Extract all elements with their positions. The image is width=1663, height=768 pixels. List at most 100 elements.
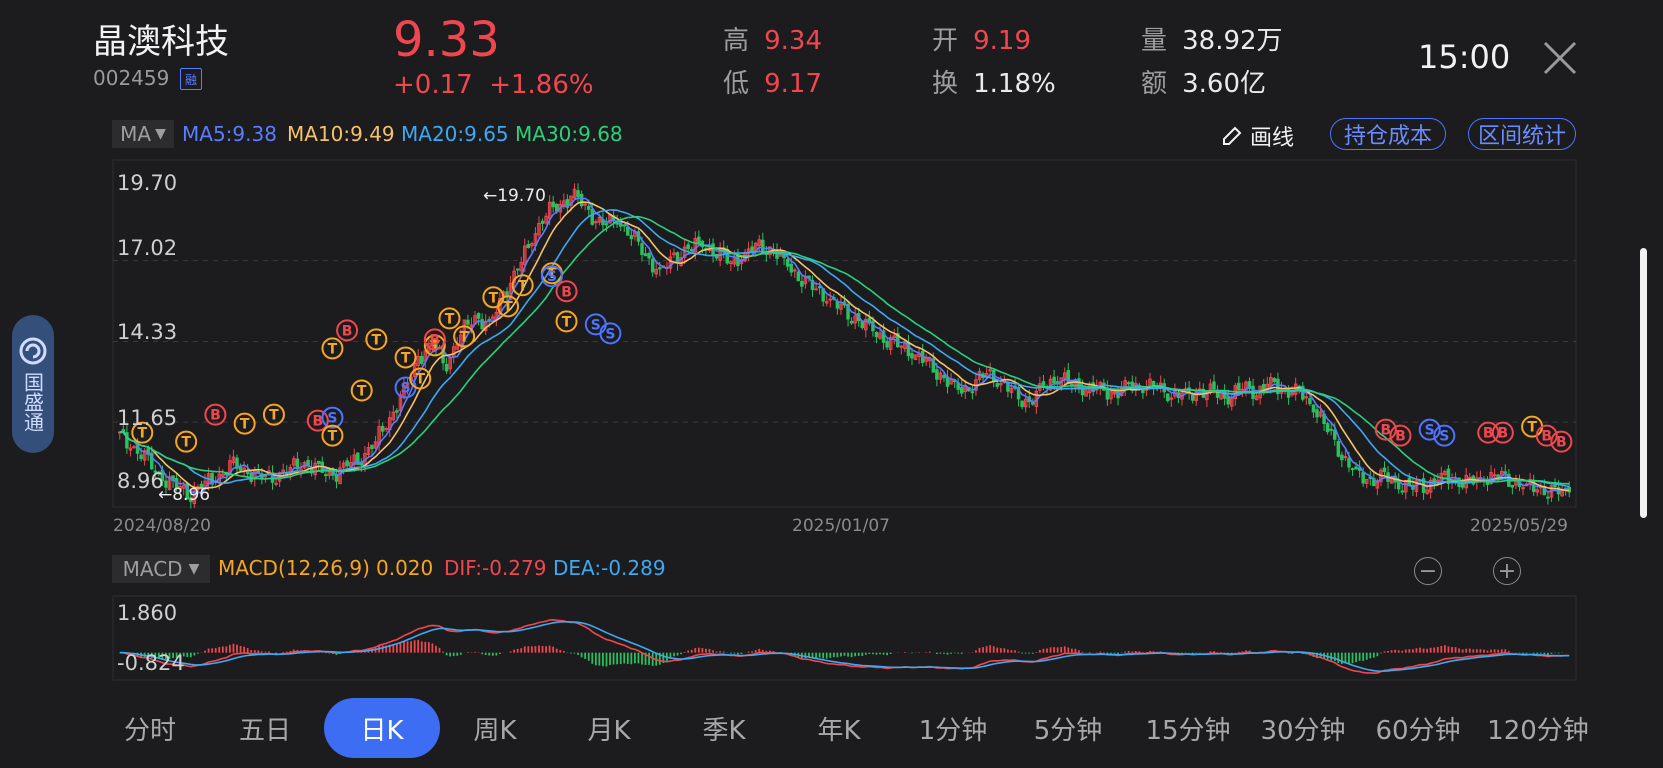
candle-body xyxy=(1084,390,1088,397)
candle-body xyxy=(1546,496,1550,499)
tab-15min[interactable]: 15分钟 xyxy=(1145,715,1231,746)
marker-circle xyxy=(233,412,256,435)
trade-marker: T xyxy=(423,334,446,357)
trade-marker: S xyxy=(540,265,563,288)
stock-name: 晶澳科技 xyxy=(93,22,229,62)
candle-body xyxy=(203,480,207,489)
x-date-label: 2025/01/07 xyxy=(792,516,890,536)
candle-body xyxy=(1016,387,1021,400)
candle-body xyxy=(594,221,598,224)
candle-body xyxy=(682,246,687,258)
candle-body xyxy=(1436,479,1440,483)
tab-1min[interactable]: 1分钟 xyxy=(918,715,988,746)
candle-body xyxy=(530,242,534,247)
candle-body xyxy=(444,363,449,372)
tab-daily-k[interactable]: 日K xyxy=(324,698,440,758)
price-change: +0.17 +1.86% xyxy=(393,70,594,100)
quote-label: 开 xyxy=(932,26,959,56)
trade-marker: T xyxy=(453,325,476,348)
marker-circle xyxy=(321,406,344,429)
candle-body xyxy=(1329,428,1333,431)
marker-label: S xyxy=(591,317,601,333)
zoom-in-button[interactable]: + xyxy=(1493,557,1521,585)
position-cost-button[interactable]: 持仓成本 xyxy=(1330,118,1446,150)
range-stats-button[interactable]: 区间统计 xyxy=(1468,118,1576,150)
candle-body xyxy=(746,248,751,255)
trade-marker: T xyxy=(321,424,344,447)
tab-quarterly-k[interactable]: 季K xyxy=(702,715,746,746)
marker-circle xyxy=(306,409,329,432)
trade-marker: B xyxy=(1389,424,1412,447)
marker-circle xyxy=(365,328,388,351)
draw-line-button[interactable]: 画线 xyxy=(1220,120,1294,152)
trade-marker: T xyxy=(438,307,461,330)
side-tab-label: 国盛通 xyxy=(20,372,45,432)
candle-body xyxy=(817,286,822,289)
tab-five-day[interactable]: 五日 xyxy=(238,715,291,746)
quote-value: 3.60亿 xyxy=(1182,69,1267,99)
marker-label: B xyxy=(430,332,441,348)
tab-60min[interactable]: 60分钟 xyxy=(1375,715,1461,746)
marker-circle xyxy=(131,421,154,444)
candle-body xyxy=(579,193,584,207)
candle-body xyxy=(562,200,566,208)
macd-indicator-select[interactable]: MACD ▼ xyxy=(112,555,210,583)
candle-body xyxy=(1141,389,1145,393)
zoom-out-button[interactable]: − xyxy=(1414,557,1442,585)
tab-yearly-k[interactable]: 年K xyxy=(817,715,861,746)
candle-body xyxy=(519,261,523,272)
candle-body xyxy=(892,335,896,339)
trade-marker: B xyxy=(1535,424,1558,447)
ma-indicator-select[interactable]: MA ▼ xyxy=(112,120,174,148)
trade-marker: T xyxy=(233,412,256,435)
candle-body xyxy=(1468,476,1472,479)
marker-label: T xyxy=(401,350,411,366)
tab-5min[interactable]: 5分钟 xyxy=(1033,715,1103,746)
candle-body xyxy=(1333,429,1337,440)
marker-label: T xyxy=(240,417,250,433)
candle-body xyxy=(999,382,1003,386)
candle-body xyxy=(373,441,378,449)
marker-label: T xyxy=(415,371,425,387)
trade-marker: S xyxy=(599,322,622,345)
marker-label: B xyxy=(1498,426,1509,442)
marker-label: T xyxy=(1527,420,1537,436)
macd-select-label: MACD xyxy=(122,557,183,581)
quote-high: 高 9.34 xyxy=(723,20,822,57)
candle-body xyxy=(1318,411,1323,417)
quote-amount: 额 3.60亿 xyxy=(1141,63,1266,100)
side-broker-tab[interactable]: 国盛通 xyxy=(12,315,54,453)
macd-params-legend: MACD(12,26,9) xyxy=(218,556,370,580)
marker-circle xyxy=(540,265,563,288)
marker-circle xyxy=(262,403,285,426)
candle-body xyxy=(395,410,399,413)
candle-body xyxy=(1311,404,1316,413)
candle-body xyxy=(341,462,346,468)
quote-label: 换 xyxy=(932,69,959,99)
trade-marker: S xyxy=(1433,424,1456,447)
margin-badge: 融 xyxy=(180,68,202,90)
marker-label: T xyxy=(181,435,191,451)
quote-label: 高 xyxy=(723,26,750,56)
y-tick-label: 11.65 xyxy=(117,406,177,430)
tab-30min[interactable]: 30分钟 xyxy=(1260,715,1346,746)
tab-120min[interactable]: 120分钟 xyxy=(1487,715,1589,746)
candle-body xyxy=(1350,468,1355,471)
candle-body xyxy=(1240,388,1245,391)
candle-body xyxy=(597,216,602,223)
quote-label: 量 xyxy=(1141,26,1168,56)
tab-weekly-k[interactable]: 周K xyxy=(473,715,517,746)
scrollbar[interactable] xyxy=(1640,248,1647,518)
candle-body xyxy=(132,446,136,449)
candle-body xyxy=(1492,474,1497,477)
tab-intraday[interactable]: 分时 xyxy=(123,715,176,746)
candle-body xyxy=(508,282,513,300)
tab-monthly-k[interactable]: 月K xyxy=(587,715,631,746)
marker-circle xyxy=(321,424,344,447)
candle-body xyxy=(1006,382,1010,392)
marker-circle xyxy=(409,367,432,390)
close-button[interactable] xyxy=(1542,40,1578,76)
candle-body xyxy=(590,208,595,225)
